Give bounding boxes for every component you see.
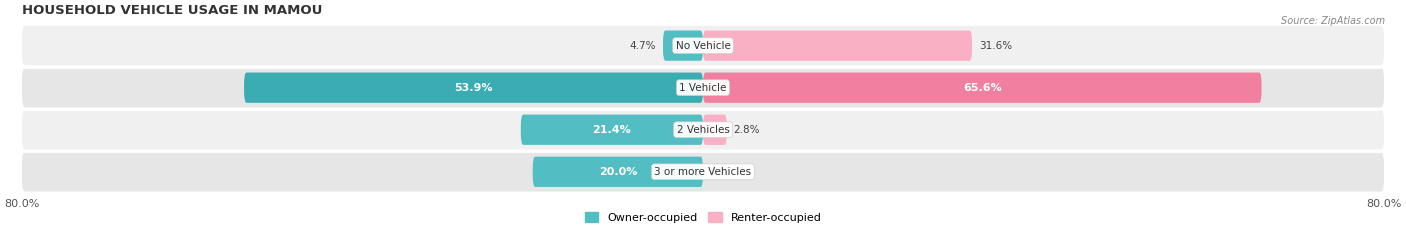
FancyBboxPatch shape — [533, 157, 703, 187]
FancyBboxPatch shape — [664, 31, 703, 61]
FancyBboxPatch shape — [22, 26, 1384, 65]
FancyBboxPatch shape — [22, 110, 1384, 150]
Text: 2.8%: 2.8% — [734, 125, 761, 135]
Text: 20.0%: 20.0% — [599, 167, 637, 177]
Text: 53.9%: 53.9% — [454, 83, 492, 93]
Text: 31.6%: 31.6% — [979, 41, 1012, 51]
Text: 0.0%: 0.0% — [710, 167, 737, 177]
FancyBboxPatch shape — [520, 115, 703, 145]
FancyBboxPatch shape — [703, 31, 972, 61]
Text: HOUSEHOLD VEHICLE USAGE IN MAMOU: HOUSEHOLD VEHICLE USAGE IN MAMOU — [22, 4, 322, 17]
Text: 4.7%: 4.7% — [630, 41, 657, 51]
Text: Source: ZipAtlas.com: Source: ZipAtlas.com — [1281, 16, 1385, 26]
Text: 65.6%: 65.6% — [963, 83, 1001, 93]
Text: 21.4%: 21.4% — [592, 125, 631, 135]
FancyBboxPatch shape — [703, 115, 727, 145]
Text: No Vehicle: No Vehicle — [675, 41, 731, 51]
FancyBboxPatch shape — [703, 72, 1261, 103]
Text: 3 or more Vehicles: 3 or more Vehicles — [654, 167, 752, 177]
FancyBboxPatch shape — [245, 72, 703, 103]
FancyBboxPatch shape — [22, 152, 1384, 192]
Text: 2 Vehicles: 2 Vehicles — [676, 125, 730, 135]
FancyBboxPatch shape — [22, 68, 1384, 107]
Text: 1 Vehicle: 1 Vehicle — [679, 83, 727, 93]
Legend: Owner-occupied, Renter-occupied: Owner-occupied, Renter-occupied — [581, 208, 825, 227]
